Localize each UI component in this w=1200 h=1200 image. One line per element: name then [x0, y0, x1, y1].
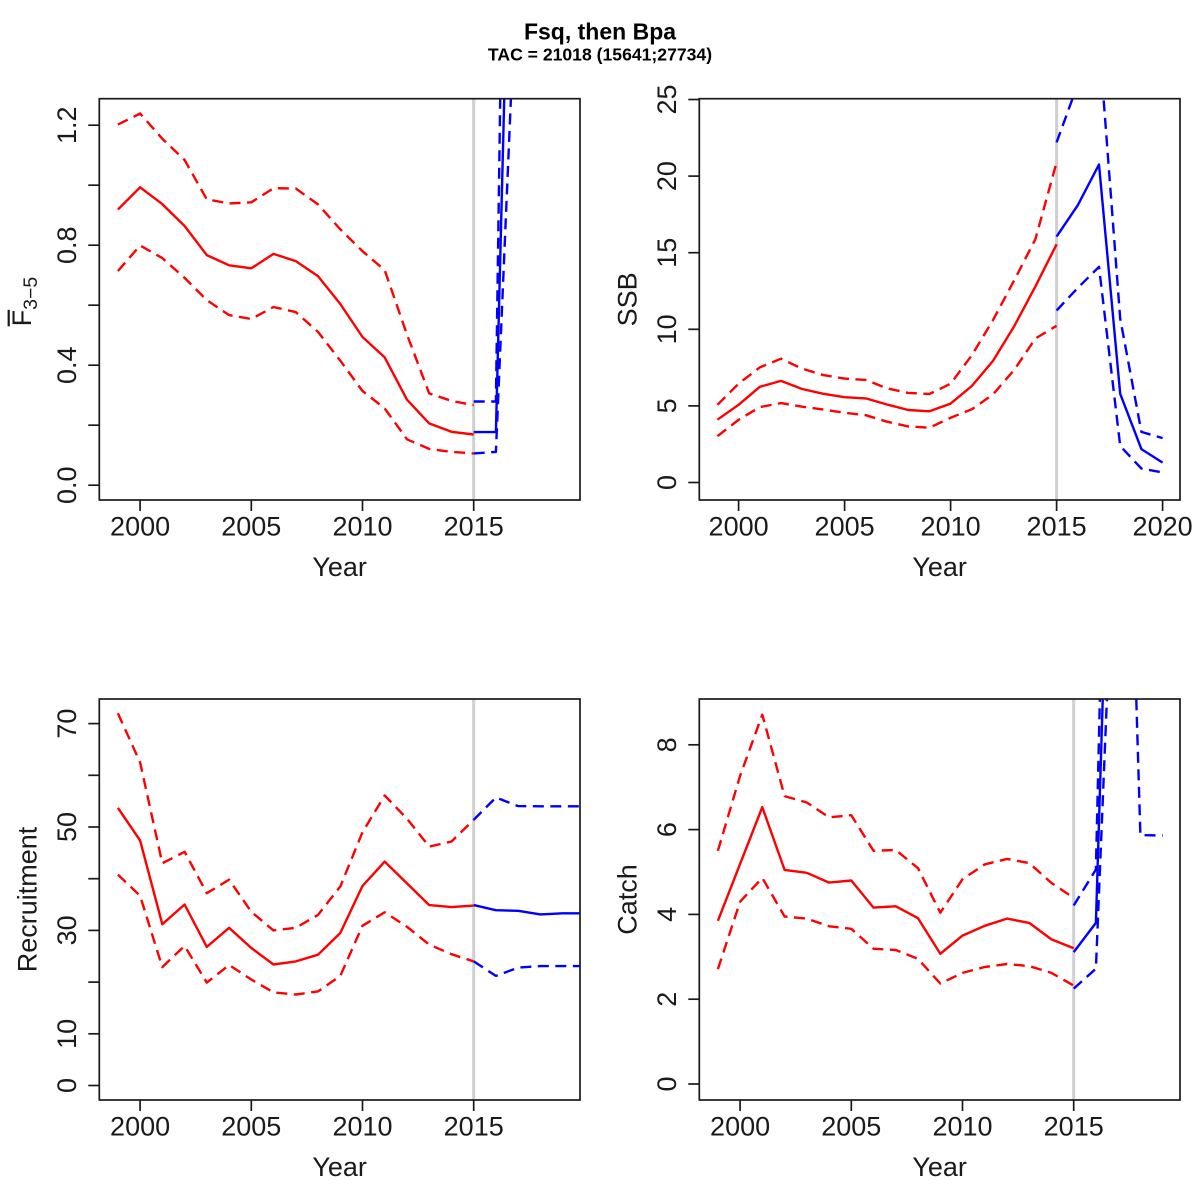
svg-text:6: 6: [652, 822, 682, 837]
svg-text:TAC = 21018 (15641;27734): TAC = 21018 (15641;27734): [488, 45, 712, 65]
svg-text:2005: 2005: [221, 1112, 281, 1142]
svg-text:2: 2: [652, 992, 682, 1007]
svg-text:2020: 2020: [1133, 512, 1193, 542]
svg-text:2000: 2000: [110, 512, 170, 542]
svg-text:SSB: SSB: [613, 272, 643, 326]
svg-text:2010: 2010: [332, 512, 392, 542]
svg-text:2005: 2005: [815, 512, 875, 542]
svg-text:2000: 2000: [709, 512, 769, 542]
svg-text:2010: 2010: [932, 1112, 992, 1142]
svg-text:15: 15: [652, 238, 682, 268]
svg-text:2005: 2005: [821, 1112, 881, 1142]
svg-text:2015: 2015: [444, 512, 504, 542]
svg-text:30: 30: [52, 915, 82, 945]
svg-text:50: 50: [52, 812, 82, 842]
svg-text:10: 10: [52, 1019, 82, 1049]
svg-text:0.0: 0.0: [52, 466, 82, 504]
svg-text:2010: 2010: [921, 512, 981, 542]
svg-text:Recruitment: Recruitment: [13, 826, 43, 972]
svg-text:2005: 2005: [221, 512, 281, 542]
svg-text:0: 0: [652, 1076, 682, 1091]
svg-text:25: 25: [652, 84, 682, 114]
svg-text:Year: Year: [912, 552, 967, 582]
svg-text:1.2: 1.2: [52, 106, 82, 144]
svg-text:4: 4: [652, 907, 682, 922]
svg-text:2010: 2010: [332, 1112, 392, 1142]
svg-text:70: 70: [52, 709, 82, 739]
svg-text:0: 0: [652, 475, 682, 490]
svg-text:Year: Year: [912, 1152, 967, 1182]
svg-text:20: 20: [652, 161, 682, 191]
svg-text:Year: Year: [312, 552, 367, 582]
svg-text:5: 5: [652, 398, 682, 413]
svg-text:Year: Year: [312, 1152, 367, 1182]
svg-text:2000: 2000: [110, 1112, 170, 1142]
svg-text:Catch: Catch: [613, 864, 643, 935]
svg-text:8: 8: [652, 737, 682, 752]
svg-text:0.8: 0.8: [52, 226, 82, 264]
svg-text:2015: 2015: [1027, 512, 1087, 542]
svg-text:2000: 2000: [710, 1112, 770, 1142]
svg-text:2015: 2015: [1044, 1112, 1104, 1142]
svg-text:0: 0: [52, 1078, 82, 1093]
svg-text:Fsq, then Bpa: Fsq, then Bpa: [524, 19, 676, 45]
svg-text:2015: 2015: [444, 1112, 504, 1142]
svg-text:10: 10: [652, 314, 682, 344]
svg-text:0.4: 0.4: [52, 346, 82, 384]
